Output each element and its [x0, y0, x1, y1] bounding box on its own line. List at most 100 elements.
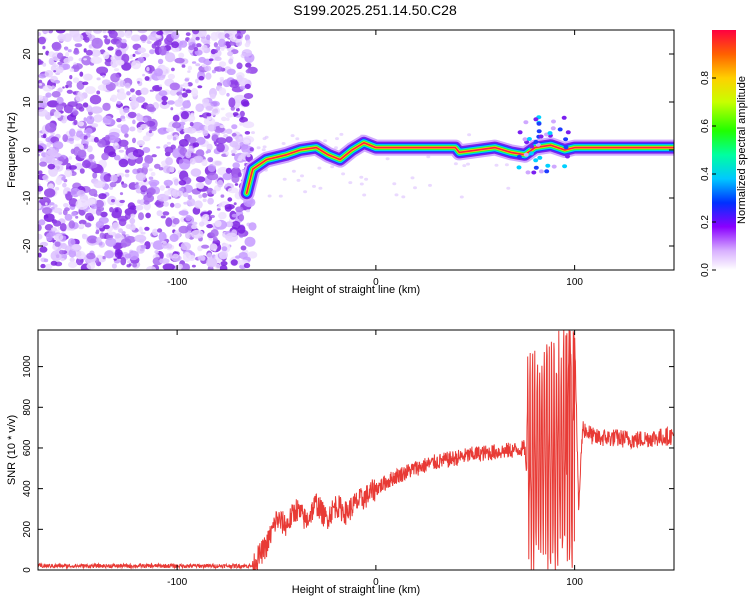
noise-blob: [216, 46, 221, 51]
noise-blob: [198, 56, 206, 63]
noise-blob: [102, 102, 111, 111]
noise-blob: [165, 217, 173, 227]
noise-blob: [207, 252, 212, 259]
noise-blob: [90, 106, 103, 114]
noise-blob: [226, 92, 230, 97]
noise-blob: [51, 91, 61, 98]
noise-blob: [57, 87, 63, 93]
noise-blob: [48, 30, 54, 34]
noise-blob: [154, 68, 163, 77]
ridge-blob: [550, 126, 556, 131]
noise-blob: [40, 263, 46, 269]
noise-blob: [91, 123, 99, 128]
noise-blob: [142, 135, 151, 142]
noise-blob: [64, 169, 73, 178]
y-tick-label: 800: [22, 399, 33, 416]
noise-blob: [163, 179, 173, 187]
noise-blob: [202, 192, 208, 198]
noise-blob: [178, 210, 189, 216]
noise-blob: [134, 184, 140, 189]
noise-blob: [239, 116, 248, 123]
noise-blob: [38, 36, 46, 45]
noise-blob: [96, 77, 101, 81]
noise-blob: [244, 236, 256, 247]
noise-blob: [278, 194, 283, 198]
noise-blob: [127, 202, 136, 210]
noise-blob: [110, 73, 120, 83]
noise-blob: [56, 52, 64, 60]
noise-blob: [171, 46, 180, 53]
noise-blob: [115, 233, 122, 239]
noise-blob: [86, 105, 93, 113]
noise-blob: [127, 260, 131, 264]
noise-blob: [233, 202, 237, 206]
noise-blob: [157, 228, 163, 233]
noise-blob: [168, 124, 171, 128]
noise-blob: [174, 57, 185, 64]
noise-blob: [147, 106, 157, 113]
noise-blob: [240, 99, 249, 107]
noise-blob: [181, 92, 188, 98]
x-tick-label: 0: [373, 577, 379, 588]
y-tick-label: 200: [22, 521, 33, 538]
noise-blob: [63, 57, 70, 64]
noise-blob: [410, 176, 415, 180]
noise-blob: [195, 149, 205, 158]
noise-blob: [202, 198, 207, 203]
noise-blob: [90, 49, 101, 57]
noise-blob: [206, 143, 213, 151]
noise-blob: [115, 208, 119, 213]
noise-blob: [218, 38, 226, 48]
noise-blob: [238, 77, 249, 87]
noise-blob: [192, 142, 200, 148]
noise-blob: [341, 172, 346, 176]
noise-blob: [38, 132, 42, 138]
noise-blob: [453, 162, 458, 166]
noise-blob: [221, 246, 228, 252]
noise-blob: [227, 187, 239, 194]
noise-blob: [103, 224, 110, 230]
noise-blob: [49, 127, 56, 132]
noise-blob: [192, 206, 201, 215]
colorbar-ticks: 0.0 0.2 0.4 0.6 0.8: [700, 71, 716, 277]
noise-blob: [178, 139, 189, 147]
noise-blob: [248, 222, 257, 231]
noise-blob: [69, 128, 76, 137]
noise-blob: [38, 73, 47, 79]
noise-blob: [38, 95, 44, 100]
noise-blob: [401, 195, 406, 199]
noise-scatter: [38, 30, 511, 270]
noise-blob: [108, 136, 120, 144]
noise-blob: [96, 66, 109, 75]
ridge-blob: [561, 115, 567, 120]
noise-blob: [195, 36, 200, 41]
noise-blob: [47, 163, 56, 170]
noise-blob: [120, 257, 127, 266]
noise-blob: [201, 244, 210, 249]
noise-blob: [53, 64, 59, 68]
noise-blob: [165, 185, 170, 189]
noise-blob: [116, 173, 120, 177]
noise-blob: [218, 61, 227, 67]
noise-blob: [49, 202, 55, 206]
noise-blob: [69, 68, 75, 72]
noise-blob: [161, 95, 168, 102]
noise-blob: [227, 51, 234, 57]
noise-blob: [185, 89, 192, 94]
noise-blob: [124, 30, 132, 39]
noise-blob: [225, 221, 234, 228]
noise-blob: [129, 54, 134, 59]
noise-blob: [295, 137, 300, 141]
noise-blob: [189, 158, 196, 165]
noise-blob: [241, 49, 253, 57]
ridge-blob: [516, 154, 522, 159]
noise-blob: [73, 119, 78, 126]
noise-blob: [134, 234, 147, 243]
noise-blob: [162, 211, 170, 216]
noise-blob: [174, 202, 182, 209]
noise-blob: [206, 149, 212, 154]
noise-blob: [119, 199, 125, 204]
noise-blob: [55, 104, 64, 112]
ridge-blob: [538, 134, 544, 139]
